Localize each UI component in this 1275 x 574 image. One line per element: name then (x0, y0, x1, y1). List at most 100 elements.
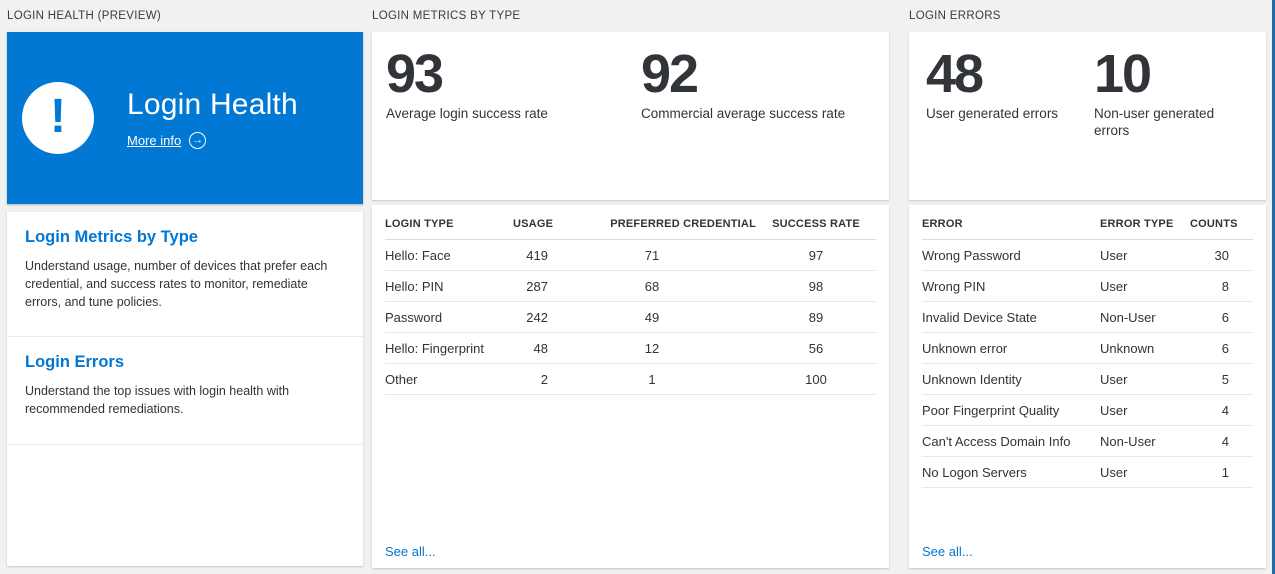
table-row: Hello: Fingerprint 48 12 56 (385, 332, 876, 364)
table-row: Other 2 1 100 (385, 363, 876, 395)
section-header-login-health: LOGIN HEALTH (PREVIEW) (7, 10, 161, 22)
cell-login-type: Other (385, 363, 513, 395)
cell-error-type: User (1100, 394, 1190, 426)
table-header-row: ERROR ERROR TYPE COUNTS (922, 205, 1253, 240)
cell-counts: 30 (1190, 239, 1253, 271)
nav-item-description: Understand usage, number of devices that… (25, 258, 328, 310)
cell-counts: 4 (1190, 425, 1253, 457)
table-row: Hello: Face 419 71 97 (385, 239, 876, 271)
errors-table-card: ERROR ERROR TYPE COUNTS Wrong Password U… (909, 205, 1266, 568)
more-info-link[interactable]: More info (127, 132, 182, 148)
login-errors-table: ERROR ERROR TYPE COUNTS Wrong Password U… (922, 205, 1253, 488)
column-header: LOGIN TYPE (385, 205, 513, 240)
cell-success-rate: 98 (756, 270, 876, 302)
table-header-row: LOGIN TYPE USAGE PREFERRED CREDENTIAL SU… (385, 205, 876, 240)
stat-commercial-average: 92 Commercial average success rate (641, 46, 845, 200)
cell-login-type: Password (385, 301, 513, 333)
cell-counts: 5 (1190, 363, 1253, 395)
login-metrics-table: LOGIN TYPE USAGE PREFERRED CREDENTIAL SU… (385, 205, 876, 395)
next-blade-edge (1272, 0, 1275, 574)
stat-label: User generated errors (926, 105, 1059, 121)
cell-error-type: Non-User (1100, 425, 1190, 457)
nav-item-title: Login Metrics by Type (25, 228, 198, 246)
table-row: Unknown Identity User 5 (922, 363, 1253, 395)
column-header: SUCCESS RATE (756, 205, 876, 240)
cell-counts: 6 (1190, 301, 1253, 333)
cell-preferred-credential: 1 (548, 363, 756, 395)
table-row: Poor Fingerprint Quality User 4 (922, 394, 1253, 426)
cell-error: Poor Fingerprint Quality (922, 394, 1100, 426)
cell-usage: 48 (513, 332, 548, 364)
table-row: Unknown error Unknown 6 (922, 332, 1253, 364)
login-metrics-column: LOGIN METRICS BY TYPE 93 Average login s… (372, 0, 889, 568)
cell-error-type: User (1100, 456, 1190, 488)
nav-item-login-errors[interactable]: Login Errors Understand the top issues w… (7, 337, 363, 444)
cell-preferred-credential: 71 (548, 239, 756, 271)
cell-error-type: User (1100, 239, 1190, 271)
stat-label: Average login success rate (386, 105, 548, 121)
stat-value: 48 (926, 44, 984, 104)
see-all-link[interactable]: See all... (922, 544, 973, 559)
stat-user-errors: 48 User generated errors (926, 46, 1094, 200)
nav-item-login-metrics[interactable]: Login Metrics by Type Understand usage, … (7, 212, 363, 336)
cell-error: Invalid Device State (922, 301, 1100, 333)
cell-login-type: Hello: PIN (385, 270, 513, 302)
cell-error-type: Unknown (1100, 332, 1190, 364)
exclamation-icon: ! (22, 82, 94, 154)
cell-preferred-credential: 68 (548, 270, 756, 302)
arrow-right-circle-icon[interactable]: → (189, 131, 207, 149)
cell-error: No Logon Servers (922, 456, 1100, 488)
cell-error: Unknown Identity (922, 363, 1100, 395)
cell-error-type: Non-User (1100, 301, 1190, 333)
nav-item-title: Login Errors (25, 353, 125, 371)
table-row: Password 242 49 89 (385, 301, 876, 333)
cell-success-rate: 89 (756, 301, 876, 333)
cell-usage: 2 (513, 363, 548, 395)
cell-error: Unknown error (922, 332, 1100, 364)
column-header: PREFERRED CREDENTIAL (548, 205, 756, 240)
cell-counts: 6 (1190, 332, 1253, 364)
section-header-login-errors: LOGIN ERRORS (909, 10, 1001, 22)
tile-title: Login Health (127, 87, 298, 121)
cell-usage: 242 (513, 301, 548, 333)
tile-text-block: Login Health More info → (127, 88, 298, 149)
table-row: No Logon Servers User 1 (922, 456, 1253, 488)
stat-value: 93 (386, 44, 444, 104)
cell-preferred-credential: 49 (548, 301, 756, 333)
divider (7, 444, 363, 445)
login-health-column: LOGIN HEALTH (PREVIEW) ! Login Health Mo… (7, 0, 363, 566)
cell-error: Wrong Password (922, 239, 1100, 271)
table-row: Hello: PIN 287 68 98 (385, 270, 876, 302)
cell-success-rate: 100 (756, 363, 876, 395)
cell-error: Wrong PIN (922, 270, 1100, 302)
table-row: Can't Access Domain Info Non-User 4 (922, 425, 1253, 457)
table-row: Wrong Password User 30 (922, 239, 1253, 271)
more-info-row: More info → (127, 131, 298, 149)
table-row: Wrong PIN User 8 (922, 270, 1253, 302)
column-header: ERROR TYPE (1100, 205, 1190, 240)
cell-error-type: User (1100, 363, 1190, 395)
cell-counts: 1 (1190, 456, 1253, 488)
cell-login-type: Hello: Face (385, 239, 513, 271)
divider (7, 336, 363, 337)
cell-success-rate: 97 (756, 239, 876, 271)
cell-preferred-credential: 12 (548, 332, 756, 364)
login-health-tile[interactable]: ! Login Health More info → (7, 32, 363, 204)
cell-login-type: Hello: Fingerprint (385, 332, 513, 364)
stat-non-user-errors: 10 Non-user generated errors (1094, 46, 1226, 200)
login-health-nav-card: Login Metrics by Type Understand usage, … (7, 212, 363, 566)
nav-item-description: Understand the top issues with login hea… (25, 383, 290, 416)
cell-error: Can't Access Domain Info (922, 425, 1100, 457)
see-all-link[interactable]: See all... (385, 544, 436, 559)
cell-counts: 4 (1190, 394, 1253, 426)
cell-usage: 419 (513, 239, 548, 271)
stat-label: Non-user generated errors (1094, 105, 1215, 139)
column-header: ERROR (922, 205, 1100, 240)
stat-value: 92 (641, 44, 699, 104)
cell-usage: 287 (513, 270, 548, 302)
login-errors-column: LOGIN ERRORS 48 User generated errors 10… (909, 0, 1266, 568)
column-header: USAGE (513, 205, 553, 240)
section-header-login-metrics: LOGIN METRICS BY TYPE (372, 10, 521, 22)
table-row: Invalid Device State Non-User 6 (922, 301, 1253, 333)
stat-average-login-success: 93 Average login success rate (386, 46, 641, 200)
